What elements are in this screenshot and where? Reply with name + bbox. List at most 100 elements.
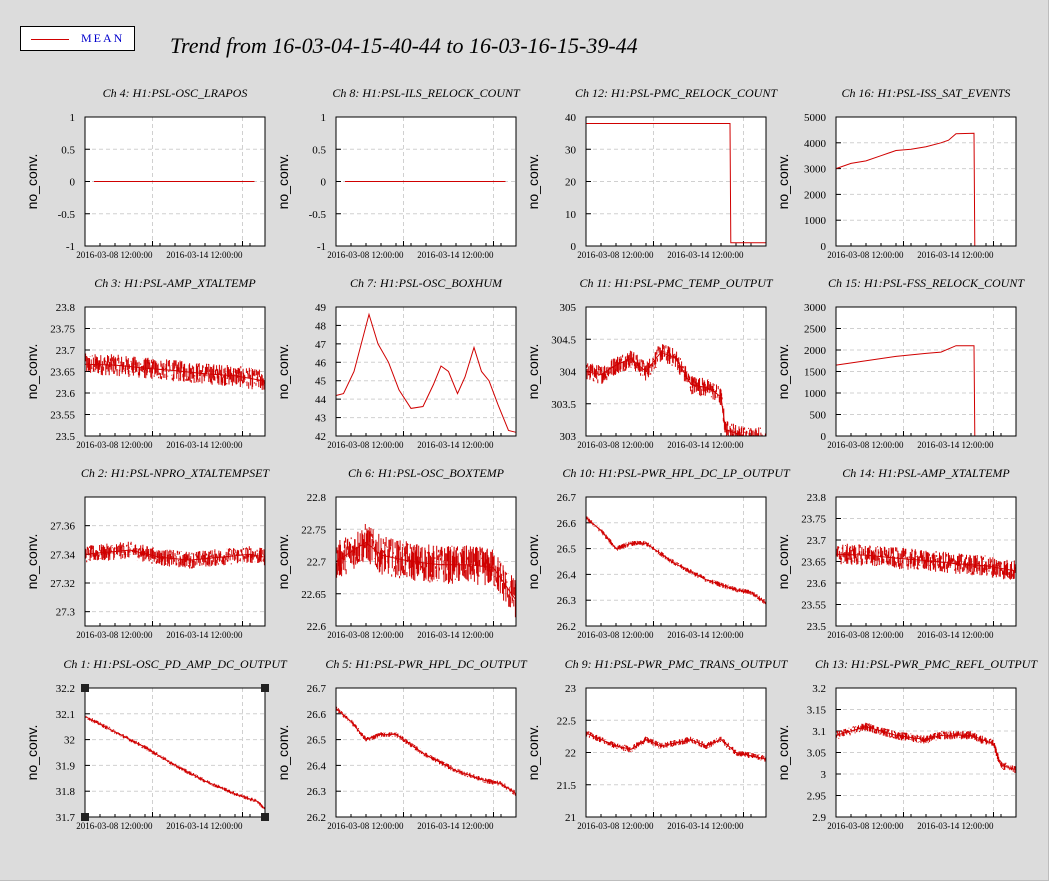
x-tick-label: 2016-03-08 12:00:00: [827, 821, 904, 831]
panel-title: Ch 10: H1:PSL-PWR_HPL_DC_LP_OUTPUT: [562, 466, 791, 480]
y-tick-label: 26.5: [557, 544, 577, 556]
x-tick-label: 2016-03-14 12:00:00: [667, 630, 744, 640]
y-tick-label: 22.5: [557, 715, 577, 727]
y-tick-label: 46: [315, 357, 327, 369]
x-tick-label: 2016-03-08 12:00:00: [827, 630, 904, 640]
x-tick-label: 2016-03-14 12:00:00: [917, 630, 994, 640]
y-tick-label: 23.65: [50, 367, 75, 379]
panel-title: Ch 1: H1:PSL-OSC_PD_AMP_DC_OUTPUT: [63, 657, 288, 671]
x-tick-label: 2016-03-14 12:00:00: [417, 630, 494, 640]
trend-panel: Ch 4: H1:PSL-OSC_LRAPOS10.50-0.5-12016-0…: [24, 86, 266, 260]
plot-frame: [84, 687, 266, 818]
selection-handle[interactable]: [261, 684, 269, 692]
series-line: [335, 708, 517, 795]
y-tick-label: 305: [560, 302, 577, 314]
y-tick-label: 26.5: [307, 735, 327, 747]
y-tick-label: 23.8: [807, 492, 827, 504]
y-tick-label: 27.34: [50, 549, 75, 561]
y-axis-label: no_conv.: [775, 534, 791, 590]
y-tick-label: 26.2: [307, 812, 326, 824]
y-tick-label: 3000: [804, 302, 827, 314]
trend-panel: Ch 14: H1:PSL-AMP_XTALTEMP 23.8 23.75 23.7 2…: [775, 466, 1017, 640]
trend-panel: Ch 16: H1:PSL-ISS_SAT_EVENTS 5000 4000 3000…: [775, 86, 1017, 260]
x-tick-label: 2016-03-08 12:00:00: [327, 630, 404, 640]
y-tick-label: 2000: [804, 189, 827, 201]
panel-title: Ch 15: H1:PSL-FSS_RELOCK_COUNT: [828, 276, 1025, 290]
x-tick-label: 2016-03-08 12:00:00: [327, 250, 404, 260]
plot-area: [836, 117, 1016, 246]
y-tick-label: 4000: [804, 138, 827, 150]
x-tick-label: 2016-03-08 12:00:00: [327, 440, 404, 450]
panel-title: Ch 6: H1:PSL-OSC_BOXTEMP: [348, 466, 505, 480]
y-tick-label: 26.7: [307, 683, 327, 695]
plot-frame: [835, 687, 1017, 818]
y-axis-label: no_conv.: [525, 154, 541, 210]
plot-area: [586, 497, 766, 626]
y-tick-label: 21: [565, 812, 576, 824]
y-tick-label: 0.5: [312, 144, 326, 156]
y-axis-label: no_conv.: [24, 725, 40, 781]
x-tick-label: 2016-03-14 12:00:00: [917, 250, 994, 260]
y-tick-label: 2.95: [807, 791, 827, 803]
y-tick-label: 304: [560, 367, 577, 379]
y-tick-label: 3.1: [812, 726, 826, 738]
y-tick-label: 31.9: [56, 760, 76, 772]
y-tick-label: 44: [315, 394, 327, 406]
x-tick-label: 2016-03-08 12:00:00: [577, 440, 654, 450]
panel-title: Ch 13: H1:PSL-PWR_PMC_REFL_OUTPUT: [815, 657, 1038, 671]
y-tick-label: 45: [315, 376, 327, 388]
y-tick-label: 5000: [804, 112, 827, 124]
y-tick-label: 32.2: [56, 683, 75, 695]
y-tick-label: 43: [315, 413, 327, 425]
trend-panel: Ch 13: H1:PSL-PWR_PMC_REFL_OUTPUT 3.2 3.15…: [775, 657, 1038, 831]
y-tick-label: 22.8: [307, 492, 327, 504]
y-tick-label: 21.5: [557, 780, 577, 792]
plot-frame: [84, 306, 266, 437]
y-tick-label: 23.75: [801, 514, 826, 526]
y-tick-label: 48: [315, 320, 327, 332]
x-tick-label: 2016-03-14 12:00:00: [166, 630, 243, 640]
y-tick-label: 22.6: [307, 621, 327, 633]
plot-area: [586, 117, 766, 246]
x-tick-label: 2016-03-14 12:00:00: [667, 440, 744, 450]
panel-title: Ch 14: H1:PSL-AMP_XTALTEMP: [842, 466, 1010, 480]
trend-panel: Ch 8: H1:PSL-ILS_RELOCK_COUNT 1 0.5 0 -0.5 -1…: [275, 86, 521, 260]
legend-box: MEAN: [20, 26, 135, 51]
y-tick-label: 22: [565, 748, 576, 760]
series-line: [84, 715, 266, 810]
panel-title: Ch 4: H1:PSL-OSC_LRAPOS: [103, 86, 248, 100]
plot-area: [85, 688, 265, 817]
y-tick-label: 1000: [804, 215, 827, 227]
y-tick-label: 31.8: [56, 786, 76, 798]
selection-handle[interactable]: [261, 813, 269, 821]
y-tick-label: 22.7: [307, 557, 327, 569]
selection-handle[interactable]: [81, 684, 89, 692]
y-tick-label: 20: [565, 177, 577, 189]
x-tick-label: 2016-03-14 12:00:00: [917, 821, 994, 831]
plot-frame: [585, 306, 767, 437]
legend-label: MEAN: [81, 31, 125, 45]
y-tick-label: 0: [321, 177, 327, 189]
y-tick-label: 22.65: [301, 589, 326, 601]
y-tick-label: 40: [565, 112, 577, 124]
plot-frame: [84, 116, 266, 247]
panel-title: Ch 16: H1:PSL-ISS_SAT_EVENTS: [842, 86, 1011, 100]
y-axis-label: no_conv.: [24, 534, 40, 590]
selection-handle[interactable]: [81, 813, 89, 821]
y-tick-label: 26.2: [557, 621, 576, 633]
y-tick-label: 10: [565, 209, 577, 221]
series-line: [585, 351, 766, 437]
y-tick-label: 23.65: [801, 557, 826, 569]
y-tick-label: 0: [821, 241, 827, 253]
y-tick-label: -0.5: [309, 209, 327, 221]
x-tick-label: 2016-03-14 12:00:00: [166, 821, 243, 831]
x-tick-label: 2016-03-14 12:00:00: [667, 250, 744, 260]
y-axis-label: no_conv.: [525, 344, 541, 400]
y-tick-label: 2500: [804, 324, 827, 336]
x-tick-label: 2016-03-14 12:00:00: [417, 440, 494, 450]
panel-title: Ch 11: H1:PSL-PMC_TEMP_OUTPUT: [579, 276, 773, 290]
trend-panel: Ch 10: H1:PSL-PWR_HPL_DC_LP_OUTPUT 26.7 26…: [525, 466, 791, 640]
plot-frame: [335, 496, 517, 627]
y-axis-label: no_conv.: [275, 344, 291, 400]
